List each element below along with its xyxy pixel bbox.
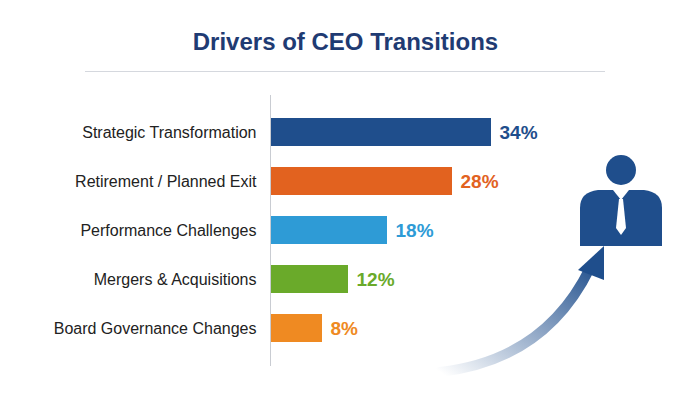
svg-text:8%: 8% — [331, 318, 359, 339]
svg-text:Retirement / Planned Exit: Retirement / Planned Exit — [75, 173, 257, 190]
svg-text:18%: 18% — [396, 220, 434, 241]
svg-text:12%: 12% — [357, 269, 395, 290]
svg-text:Performance Challenges: Performance Challenges — [80, 222, 256, 239]
svg-text:Mergers & Acquisitions: Mergers & Acquisitions — [94, 271, 257, 288]
svg-text:Board Governance Changes: Board Governance Changes — [54, 320, 257, 337]
svg-text:28%: 28% — [461, 171, 499, 192]
svg-text:Strategic Transformation: Strategic Transformation — [82, 124, 256, 141]
html-text:Drivers of CEO Transitions: Drivers of CEO Transitions — [192, 28, 499, 55]
svg-text:34%: 34% — [500, 122, 538, 143]
